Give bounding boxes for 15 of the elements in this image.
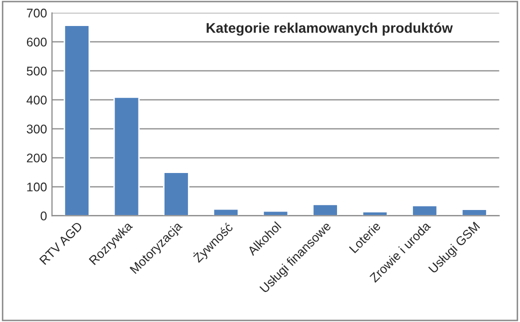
y-tick-label: 400 <box>26 96 47 104</box>
y-tick-label: 100 <box>27 182 47 192</box>
bar <box>412 204 438 216</box>
text: Kategorie reklamowanych produktów <box>206 22 453 36</box>
y-tick-label: 0 <box>40 212 47 220</box>
y-tick-label: 200 <box>26 154 47 162</box>
bar <box>64 24 90 216</box>
bar <box>113 96 140 216</box>
bar <box>461 208 488 216</box>
bar <box>312 204 338 216</box>
y-tick-label: 700 <box>26 8 47 18</box>
bar <box>163 172 190 216</box>
y-tick-label: 600 <box>26 38 47 47</box>
y-tick-label: 500 <box>26 66 47 76</box>
y-tick-label: 300 <box>26 124 47 134</box>
